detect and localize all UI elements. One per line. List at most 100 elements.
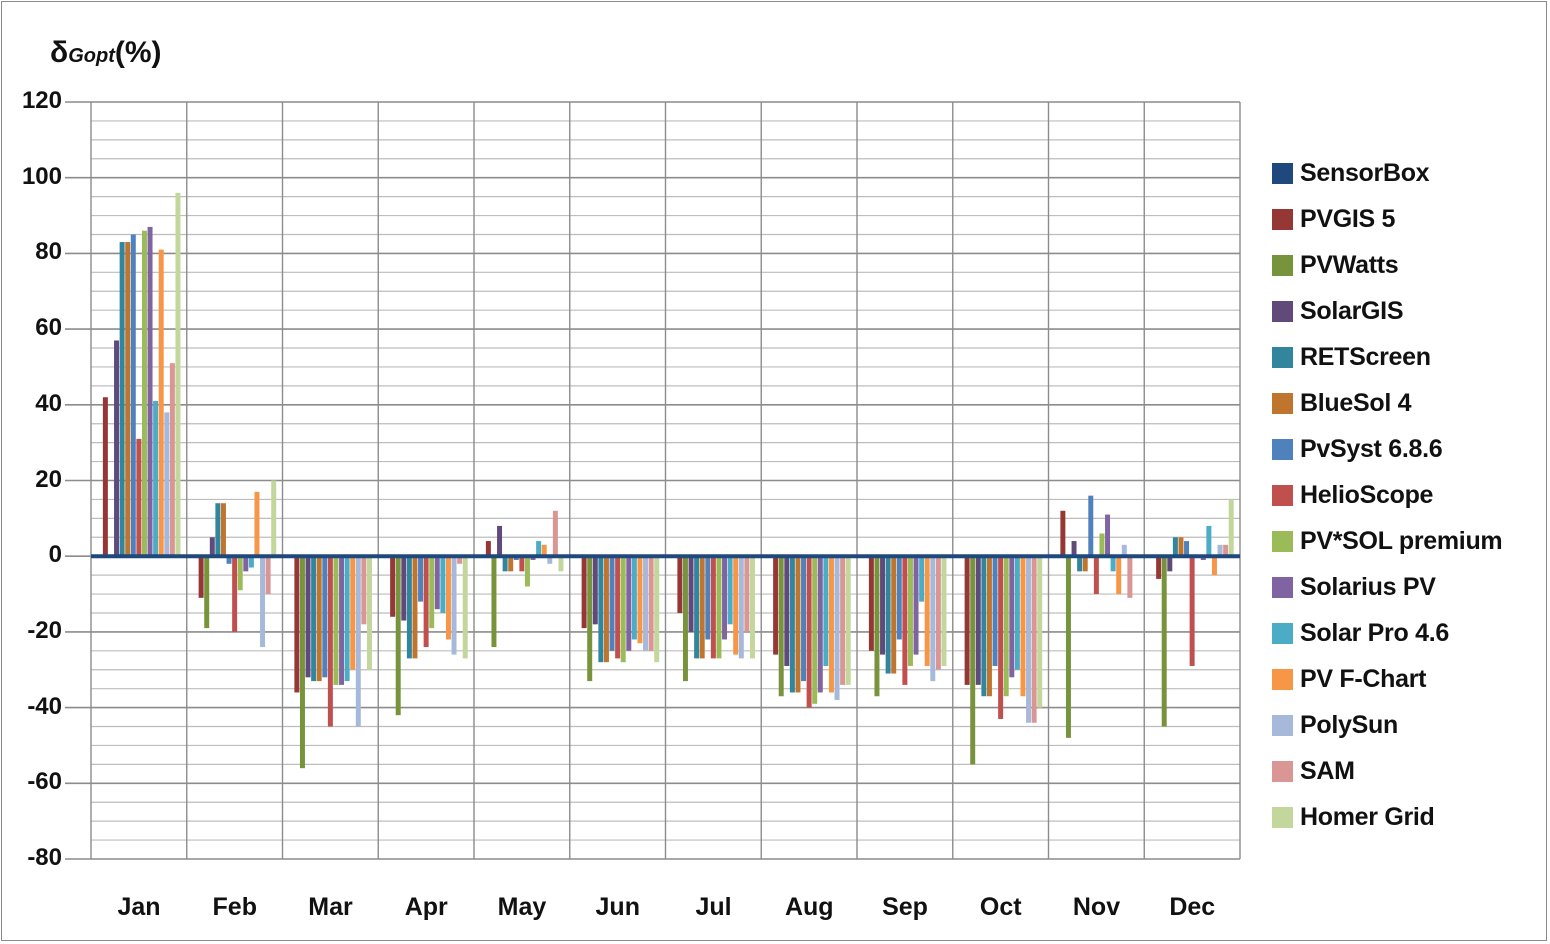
bar: [204, 556, 210, 629]
bar: [1172, 537, 1178, 557]
bar: [1099, 533, 1105, 557]
bar: [738, 556, 744, 659]
bar: [817, 556, 823, 693]
bar: [620, 556, 626, 663]
bar: [1060, 510, 1066, 557]
bar: [1121, 544, 1127, 557]
bar: [451, 556, 457, 655]
y-tick-label: -20: [27, 616, 62, 644]
bar: [823, 556, 829, 666]
bar: [930, 556, 936, 682]
legend-swatch: [1272, 392, 1293, 414]
bar: [677, 556, 683, 613]
bar: [248, 556, 254, 568]
bar: [558, 556, 564, 572]
bar: [654, 556, 660, 663]
bar: [631, 556, 637, 640]
bar: [344, 556, 350, 682]
bar: [158, 249, 164, 557]
bar: [254, 491, 260, 557]
bar: [1077, 556, 1083, 572]
legend-swatch: [1272, 806, 1293, 828]
legend-item: SensorBox: [1272, 150, 1502, 196]
bar: [986, 556, 992, 697]
bar: [812, 556, 818, 704]
bar: [1020, 556, 1026, 697]
bar: [733, 556, 739, 655]
bar: [339, 556, 345, 685]
bar: [457, 556, 463, 564]
bar: [1206, 525, 1212, 557]
y-axis-title-unit: (%): [114, 36, 162, 69]
bar: [1026, 556, 1032, 723]
bar: [491, 556, 497, 648]
legend-item: BlueSol 4: [1272, 380, 1502, 426]
bar: [175, 192, 181, 557]
bar: [401, 556, 407, 621]
bar: [581, 556, 587, 629]
legend-label: PVGIS 5: [1300, 204, 1396, 233]
bar: [434, 556, 440, 610]
bar: [784, 556, 790, 666]
bar: [462, 556, 468, 659]
legend-item: Solar Pro 4.6: [1272, 610, 1502, 656]
bar: [840, 556, 846, 685]
bar: [1189, 556, 1195, 666]
bar: [390, 556, 396, 617]
bar: [497, 525, 503, 557]
x-tick-label: Sep: [882, 893, 928, 921]
bar: [114, 340, 120, 557]
bar: [141, 230, 147, 557]
bar: [722, 556, 728, 640]
bar: [316, 556, 322, 682]
legend-item: PvSyst 6.8.6: [1272, 426, 1502, 472]
bar: [749, 556, 755, 659]
bar: [1003, 556, 1009, 697]
bar: [406, 556, 412, 659]
bar: [603, 556, 609, 663]
legend: SensorBox PVGIS 5 PVWatts SolarGIS RETScreen…: [1272, 150, 1503, 840]
bar: [688, 556, 694, 632]
bar: [1178, 537, 1184, 557]
bar: [485, 541, 491, 557]
bar: [395, 556, 401, 716]
bar: [1223, 544, 1229, 557]
y-tick-label: 40: [35, 389, 62, 417]
y-tick-label: 120: [21, 87, 62, 114]
bar: [885, 556, 891, 674]
x-tick-label: May: [497, 893, 547, 921]
bar: [1088, 495, 1094, 557]
bar: [1116, 556, 1122, 595]
bar: [215, 503, 221, 557]
bar: [874, 556, 880, 697]
x-tick-label: Aug: [784, 893, 834, 921]
bar: [868, 556, 874, 651]
y-axis-title: δGopt(%): [50, 36, 162, 70]
bar: [1211, 556, 1217, 576]
legend-label: PvSyst 6.8.6: [1300, 434, 1443, 463]
bar: [795, 556, 801, 693]
legend-swatch: [1272, 254, 1293, 276]
bar: [801, 556, 807, 682]
bar: [1093, 556, 1099, 595]
bar: [964, 556, 970, 685]
legend-item: Solarius PV: [1272, 564, 1502, 610]
bar: [366, 556, 372, 670]
bar: [941, 556, 947, 666]
legend-label: Solar Pro 4.6: [1300, 618, 1449, 647]
legend-label: Homer Grid: [1300, 802, 1435, 831]
bar: [220, 503, 226, 557]
y-tick-label: -40: [27, 692, 62, 720]
bar: [232, 556, 238, 632]
bar: [502, 556, 508, 572]
bar: [1031, 556, 1037, 723]
bar: [828, 556, 834, 693]
bar: [226, 556, 232, 564]
bar: [998, 556, 1004, 719]
bar: [147, 226, 153, 557]
bar: [260, 556, 266, 648]
y-tick-label: -80: [27, 844, 62, 871]
bar: [705, 556, 711, 640]
y-tick-label: -60: [27, 768, 62, 796]
